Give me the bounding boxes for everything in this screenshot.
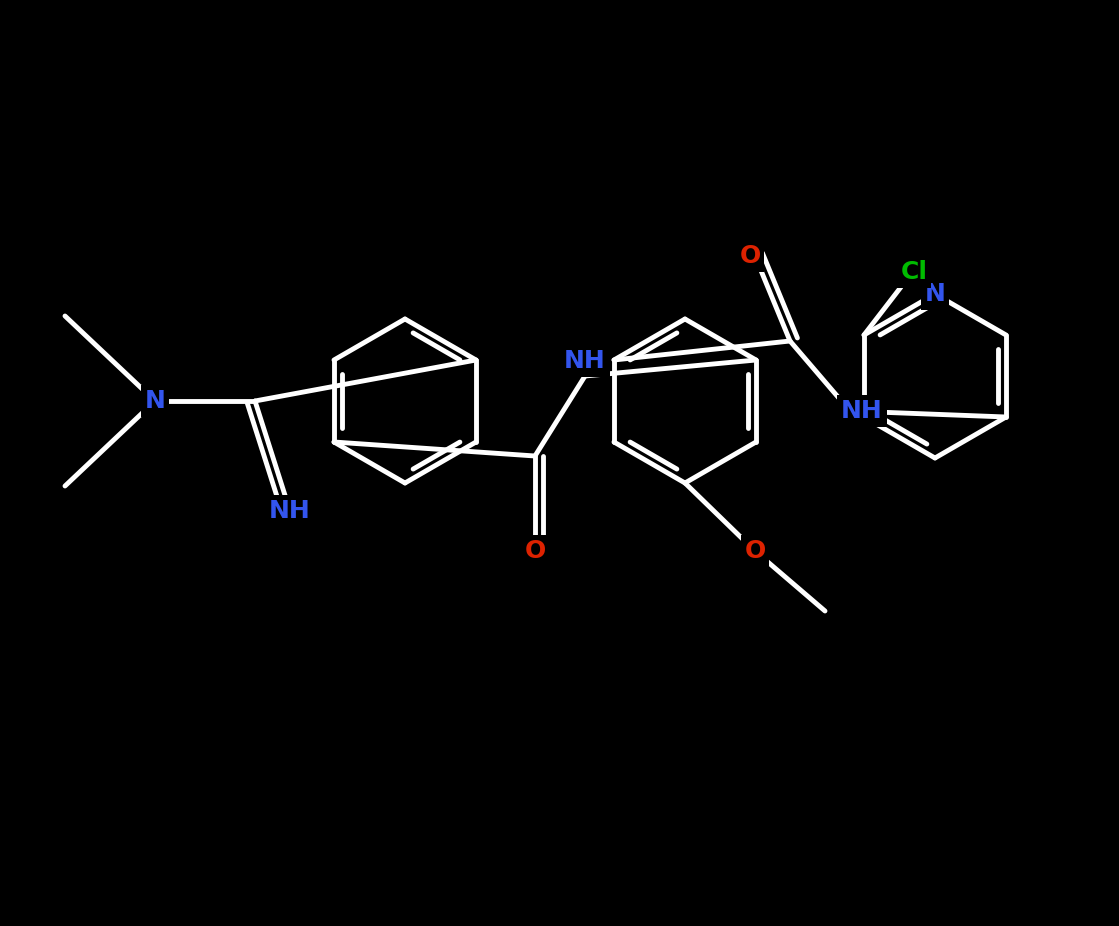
Text: N: N (144, 389, 166, 413)
Text: NH: NH (841, 399, 883, 423)
Text: NH: NH (270, 499, 311, 523)
Text: NH: NH (564, 349, 605, 373)
Text: Cl: Cl (901, 260, 928, 284)
Text: N: N (924, 282, 946, 306)
Text: O: O (525, 539, 546, 563)
Text: O: O (744, 539, 765, 563)
Text: O: O (740, 244, 761, 268)
